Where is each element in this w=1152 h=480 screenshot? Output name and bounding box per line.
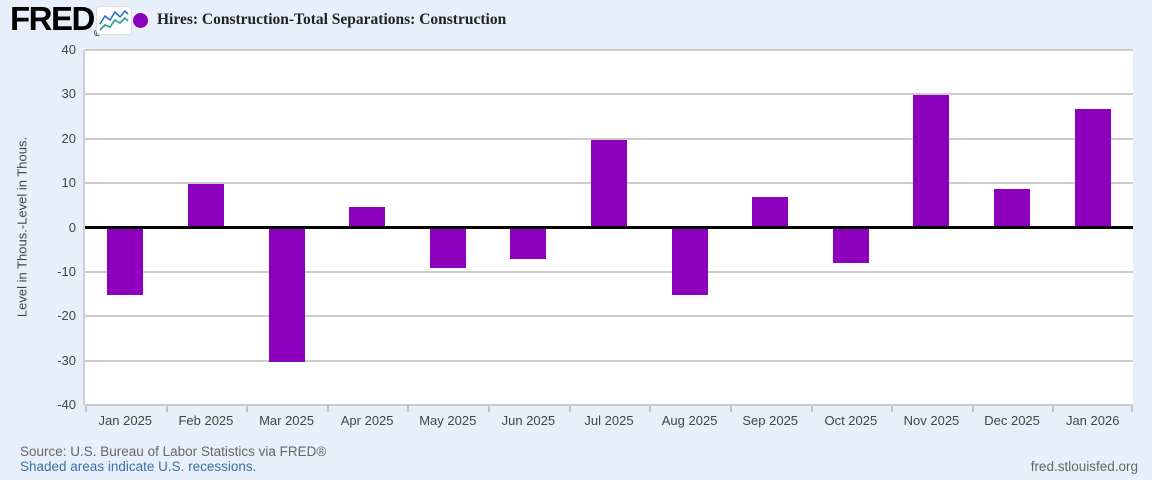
y-tick-label: 10 (61, 175, 76, 191)
bar-nov-2025 (913, 95, 950, 228)
bar-oct-2025 (832, 227, 869, 263)
x-tick-label: Jan 2025 (98, 413, 153, 428)
x-tick-mark (246, 405, 249, 412)
y-axis-line (83, 50, 85, 405)
y-tick-label: 0 (68, 219, 76, 235)
bar-sep-2025 (752, 197, 789, 228)
x-tick-mark (971, 405, 974, 412)
y-tick-label: -30 (57, 352, 76, 368)
series-marker-icon (133, 12, 148, 28)
gridline (85, 270, 1133, 273)
x-tick-mark (810, 405, 813, 412)
y-tick-label: -10 (57, 263, 76, 279)
bar-jan-2025 (107, 227, 144, 296)
bar-feb-2025 (187, 184, 224, 228)
fred-site-link[interactable]: fred.stlouisfed.org (1030, 459, 1138, 474)
x-tick-mark (85, 405, 87, 412)
x-tick-label: Feb 2025 (178, 413, 234, 428)
x-tick-label: Apr 2025 (340, 413, 394, 428)
x-tick-label: Sep 2025 (742, 413, 799, 428)
x-tick-label: Aug 2025 (661, 413, 718, 428)
x-tick-label: Jan 2026 (1065, 413, 1120, 428)
gridline (85, 137, 1133, 140)
source-text: Source: U.S. Bureau of Labor Statistics … (20, 444, 327, 459)
line-chart-icon (96, 6, 132, 35)
x-tick-mark (568, 405, 571, 412)
fred-logo-text: FRED (10, 0, 95, 37)
x-tick-mark (407, 405, 410, 412)
y-tick-label: 40 (61, 42, 76, 57)
x-tick-mark (326, 405, 329, 412)
bar-mar-2025 (268, 227, 305, 363)
x-tick-label: Jun 2025 (501, 413, 556, 428)
x-tick-label: Mar 2025 (259, 413, 314, 428)
y-tick-label: -40 (57, 397, 76, 412)
x-tick-mark (165, 405, 168, 412)
x-tick-mark (649, 405, 652, 412)
x-tick-label: Nov 2025 (903, 413, 960, 428)
x-tick-label: May 2025 (419, 413, 477, 428)
x-tick-mark (1131, 405, 1133, 412)
recessions-link[interactable]: Shaded areas indicate U.S. recessions. (20, 459, 257, 474)
bar-dec-2025 (994, 188, 1031, 228)
gridline (85, 404, 1133, 406)
bar-aug-2025 (671, 227, 708, 296)
bar-jul-2025 (591, 140, 627, 228)
x-tick-label: Oct 2025 (824, 413, 878, 428)
x-tick-mark (891, 405, 894, 412)
bar-may-2025 (429, 227, 466, 268)
x-tick-mark (1052, 405, 1055, 412)
bar-jan-2026 (1074, 108, 1111, 228)
y-tick-label: 30 (61, 86, 76, 102)
gridline (85, 359, 1133, 362)
x-tick-label: Dec 2025 (984, 413, 1040, 428)
gridline (85, 315, 1133, 318)
x-tick-label: Jul 2025 (584, 413, 634, 428)
bar-apr-2025 (349, 206, 386, 228)
zero-line (85, 226, 1133, 229)
y-tick-label: -20 (57, 308, 76, 324)
x-tick-mark (488, 405, 491, 412)
gridline (85, 93, 1133, 96)
x-tick-mark (729, 405, 732, 412)
plot-area (85, 49, 1133, 406)
bar-jun-2025 (510, 227, 547, 260)
series-legend-label: Hires: Construction-Total Separations: C… (157, 11, 507, 28)
gridline (85, 49, 1133, 51)
series-legend: Hires: Construction-Total Separations: C… (133, 11, 506, 29)
y-tick-label: 20 (61, 130, 76, 146)
